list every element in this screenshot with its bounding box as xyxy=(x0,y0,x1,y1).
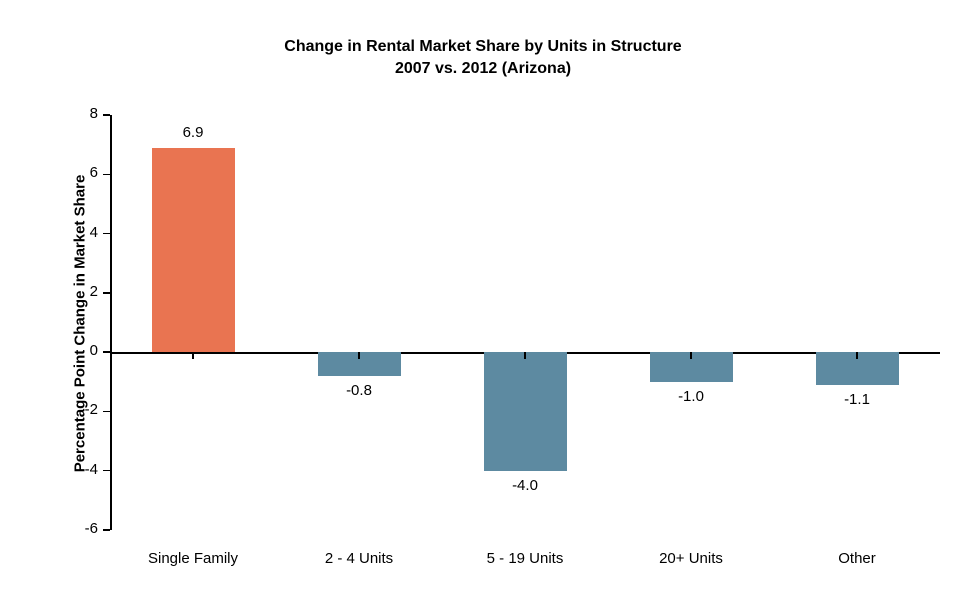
chart-container: Change in Rental Market Share by Units i… xyxy=(0,0,966,595)
category-label: 2 - 4 Units xyxy=(276,550,442,567)
x-tick-mark xyxy=(856,352,858,359)
y-tick-mark xyxy=(103,114,110,116)
x-tick-mark xyxy=(192,352,194,359)
category-label: 20+ Units xyxy=(608,550,774,567)
data-label: 6.9 xyxy=(110,124,276,141)
y-tick-label: -6 xyxy=(85,520,98,537)
y-tick-label: 6 xyxy=(90,164,98,181)
plot-area: -6-4-202468 6.9-0.8-4.0-1.0-1.1 Single F… xyxy=(110,115,940,530)
x-tick-mark xyxy=(524,352,526,359)
bar xyxy=(484,352,567,471)
y-tick-label: 4 xyxy=(90,224,98,241)
y-tick-mark xyxy=(103,411,110,413)
y-tick-mark xyxy=(103,351,110,353)
bar xyxy=(152,148,235,353)
data-label: -1.0 xyxy=(608,388,774,405)
data-label: -0.8 xyxy=(276,382,442,399)
category-label: Other xyxy=(774,550,940,567)
y-tick-mark xyxy=(103,529,110,531)
y-tick-mark xyxy=(103,174,110,176)
chart-title-line1: Change in Rental Market Share by Units i… xyxy=(0,38,966,56)
data-label: -4.0 xyxy=(442,477,608,494)
category-label: 5 - 19 Units xyxy=(442,550,608,567)
y-tick-mark xyxy=(103,470,110,472)
y-tick-mark xyxy=(103,233,110,235)
y-tick-label: 2 xyxy=(90,283,98,300)
y-tick-label: 0 xyxy=(90,342,98,359)
category-label: Single Family xyxy=(110,550,276,567)
y-tick-label: -4 xyxy=(85,461,98,478)
x-tick-mark xyxy=(690,352,692,359)
data-label: -1.1 xyxy=(774,391,940,408)
y-axis-line xyxy=(110,115,112,530)
chart-title-line2: 2007 vs. 2012 (Arizona) xyxy=(0,60,966,78)
y-tick-label: -2 xyxy=(85,401,98,418)
y-tick-label: 8 xyxy=(90,105,98,122)
y-tick-mark xyxy=(103,292,110,294)
x-tick-mark xyxy=(358,352,360,359)
